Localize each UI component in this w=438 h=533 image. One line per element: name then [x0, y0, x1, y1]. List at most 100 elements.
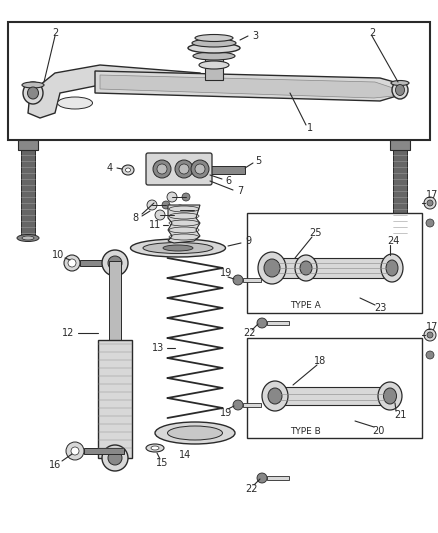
Circle shape [191, 160, 209, 178]
Text: 1: 1 [307, 123, 313, 133]
Circle shape [179, 164, 189, 174]
Ellipse shape [28, 87, 39, 99]
Circle shape [162, 201, 170, 209]
Text: 12: 12 [62, 328, 74, 338]
Ellipse shape [22, 82, 44, 88]
Circle shape [427, 332, 433, 338]
Circle shape [190, 206, 198, 214]
Ellipse shape [394, 236, 406, 240]
Text: 25: 25 [309, 228, 321, 238]
Ellipse shape [389, 235, 411, 241]
Bar [21, 150, 35, 238]
Ellipse shape [163, 245, 193, 251]
Circle shape [175, 160, 193, 178]
Bar [80, 260, 115, 266]
Circle shape [175, 205, 185, 215]
Circle shape [71, 447, 79, 455]
Ellipse shape [199, 61, 229, 69]
Ellipse shape [126, 168, 131, 172]
Text: 14: 14 [179, 450, 191, 460]
Bar [393, 150, 407, 238]
Circle shape [68, 259, 76, 267]
Circle shape [108, 451, 122, 465]
Ellipse shape [188, 43, 240, 53]
Ellipse shape [192, 39, 236, 47]
Circle shape [426, 219, 434, 227]
Circle shape [257, 473, 267, 483]
Ellipse shape [264, 259, 280, 277]
Text: 23: 23 [374, 303, 386, 313]
Circle shape [157, 164, 167, 174]
Text: 8: 8 [132, 213, 138, 223]
Text: 19: 19 [220, 268, 232, 278]
Ellipse shape [396, 85, 405, 95]
Bar [243, 278, 261, 282]
Ellipse shape [262, 381, 288, 411]
Ellipse shape [268, 388, 282, 404]
Circle shape [167, 192, 177, 202]
Circle shape [182, 193, 190, 201]
Ellipse shape [300, 261, 312, 275]
Ellipse shape [391, 80, 409, 85]
Ellipse shape [195, 35, 233, 42]
Ellipse shape [386, 260, 398, 276]
Circle shape [427, 200, 433, 206]
Ellipse shape [122, 165, 134, 175]
Circle shape [257, 318, 267, 328]
Ellipse shape [392, 81, 408, 99]
Circle shape [108, 256, 122, 270]
Bar [262, 258, 392, 278]
Polygon shape [28, 65, 200, 118]
Circle shape [64, 255, 80, 271]
Ellipse shape [258, 252, 286, 284]
Text: 17: 17 [426, 322, 438, 332]
Text: 11: 11 [149, 220, 161, 230]
Text: 24: 24 [387, 236, 399, 246]
Text: 5: 5 [255, 156, 261, 166]
Text: 20: 20 [372, 426, 384, 436]
Ellipse shape [381, 254, 403, 282]
Ellipse shape [155, 422, 235, 444]
Bar [109, 261, 121, 343]
Bar [205, 166, 245, 174]
Text: 16: 16 [49, 460, 61, 470]
Ellipse shape [167, 426, 223, 440]
Bar [247, 338, 422, 438]
Ellipse shape [384, 388, 396, 404]
Text: 21: 21 [394, 410, 406, 420]
Text: TYPE B: TYPE B [290, 426, 320, 435]
Polygon shape [95, 71, 405, 101]
Text: 13: 13 [152, 343, 164, 353]
Bar [267, 321, 289, 325]
Text: 9: 9 [245, 236, 251, 246]
Bar [8, 22, 430, 140]
Text: 22: 22 [246, 484, 258, 494]
Ellipse shape [378, 382, 402, 410]
Bar [247, 213, 422, 313]
Polygon shape [168, 205, 200, 243]
Text: 10: 10 [52, 250, 64, 260]
Ellipse shape [193, 52, 235, 60]
Text: 4: 4 [107, 163, 113, 173]
Ellipse shape [146, 444, 164, 452]
Polygon shape [100, 75, 396, 98]
Text: 6: 6 [225, 176, 231, 186]
Circle shape [424, 329, 436, 341]
Bar [18, 140, 38, 150]
Circle shape [195, 164, 205, 174]
FancyBboxPatch shape [146, 153, 212, 185]
Bar [84, 448, 124, 454]
Circle shape [426, 351, 434, 359]
Circle shape [147, 200, 157, 210]
Text: 17: 17 [426, 190, 438, 200]
Circle shape [233, 275, 243, 285]
Text: 15: 15 [156, 458, 168, 468]
Text: 19: 19 [220, 408, 232, 418]
Bar [268, 387, 393, 405]
Text: 18: 18 [314, 356, 326, 366]
Bar [390, 140, 410, 150]
Text: 22: 22 [244, 328, 256, 338]
Text: 2: 2 [52, 28, 58, 38]
Ellipse shape [200, 166, 210, 174]
Bar [205, 55, 223, 80]
